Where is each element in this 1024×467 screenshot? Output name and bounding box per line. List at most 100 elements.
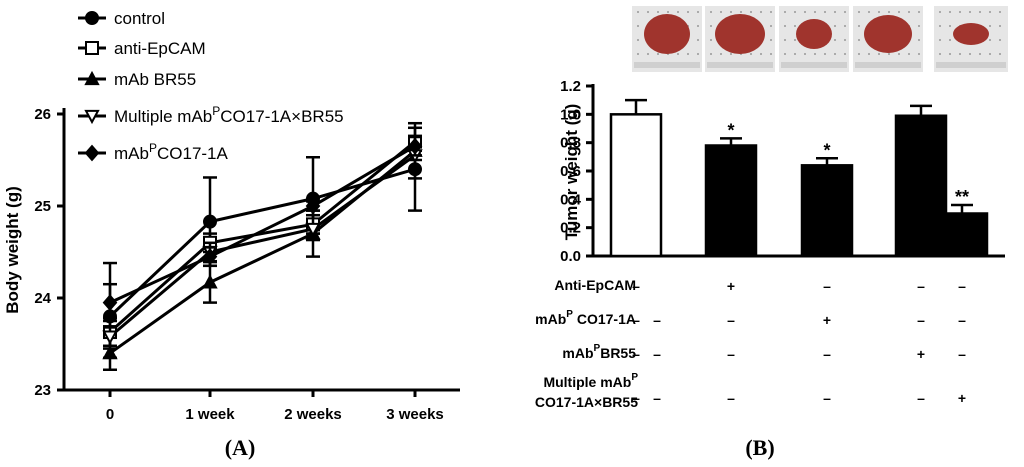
tumor-photo-grid-dot: [844, 11, 846, 13]
panel-a-data-point: [203, 214, 217, 229]
tumor-photo-grid-dot: [908, 11, 910, 13]
tumor-photo-grid-dot: [750, 11, 752, 13]
panel-a-legend-label: mAbPCO17-1A: [114, 141, 229, 163]
tumor-photo-grid-dot: [657, 11, 659, 13]
panel-a-x-tick-label: 3 weeks: [386, 406, 444, 423]
panel-b-condition-mark: +: [917, 346, 925, 362]
panel-b-bar: [704, 144, 758, 258]
panel-b-condition-mark: –: [823, 346, 831, 362]
panel-b-y-tick-label: 1.0: [560, 106, 581, 123]
tumor-photo-grid-dot: [710, 11, 712, 13]
panel-b-letter: B: [753, 435, 768, 460]
panel-a-legend-label: anti-EpCAM: [114, 39, 206, 58]
panel-b-condition-row-0: Anti-EpCAM– + – – –: [554, 277, 966, 294]
panel-b-significance: **: [955, 187, 969, 207]
panel-b-condition-mark: +: [727, 278, 735, 294]
panel-b-condition-mark: –: [958, 278, 966, 294]
tumor-photo-grid-dot: [898, 11, 900, 13]
panel-b-condition-mark: –: [917, 312, 925, 328]
panel-a-line-chart: 23 24 25 26 0 1 week 2 weeks 3 weeks Body weig…: [3, 9, 460, 460]
panel-b-condition-mark: –: [727, 390, 735, 406]
tumor-photo-grid-dot: [834, 39, 836, 41]
tumor-photo-grid-dot: [959, 11, 961, 13]
panel-a-data-point: [305, 197, 321, 215]
tumor-photo-grid-dot: [784, 11, 786, 13]
panel-b-condition-mark: –: [632, 312, 640, 328]
tumor-photo-grid-dot: [637, 39, 639, 41]
panel-b-condition-mark: –: [727, 312, 735, 328]
tumor-photo-grid-dot: [898, 53, 900, 55]
panel-b-condition-mark: +: [823, 312, 831, 328]
panel-b-condition-lead: –: [653, 346, 661, 362]
tumor-photo-grid-dot: [878, 53, 880, 55]
panel-b-condition-row-1: mAbP CO17-1A –– – + – –: [535, 309, 966, 328]
tumor-photo-grid-dot: [918, 53, 920, 55]
tumor-photo-grid-dot: [918, 25, 920, 27]
tumor-photo-grid-dot: [999, 25, 1001, 27]
panel-b-label: (B): [745, 435, 774, 460]
panel-b-condition-mark: –: [632, 390, 640, 406]
tumor-photo-ruler: [634, 62, 700, 68]
tumor-photo-grid-dot: [770, 39, 772, 41]
panel-b-condition-label: Multiple mAbP: [543, 372, 638, 390]
tumor-photo-grid-dot: [794, 11, 796, 13]
tumor-photo-grid-dot: [878, 11, 880, 13]
tumor-photo-grid-dot: [814, 53, 816, 55]
tumor-photo-grid-dot: [760, 11, 762, 13]
tumor-photo-grid-dot: [939, 39, 941, 41]
panel-a-legend-label: Multiple mAbPCO17-1A×BR55: [114, 104, 344, 126]
panel-b-bar: [800, 164, 854, 258]
tumor-photo-grid-dot: [969, 11, 971, 13]
tumor-photo-grid-dot: [637, 53, 639, 55]
panel-a-y-tick-label: 24: [34, 290, 51, 307]
tumor-photo-grid-dot: [647, 11, 649, 13]
tumor-photo-grid-dot: [824, 53, 826, 55]
tumor-photo-grid-dot: [697, 25, 699, 27]
tumor-photo-grid-dot: [939, 25, 941, 27]
tumor-photo-grid-dot: [814, 11, 816, 13]
tumor-photo-grid-dot: [858, 39, 860, 41]
panel-b-condition-mark: –: [958, 346, 966, 362]
panel-a-legend-marker: [84, 144, 100, 162]
panel-b-y-tick-label: 0.8: [560, 135, 581, 152]
tumor-photo-grid-dot: [687, 53, 689, 55]
panel-a-legend-label: mAb BR55: [114, 70, 196, 89]
tumor-photo-grid-dot: [804, 11, 806, 13]
tumor-photo-4: [934, 6, 1008, 72]
panel-b-condition-row-2: mAbPBR55 –– – – + –: [562, 343, 966, 362]
panel-b-condition-mark: –: [823, 278, 831, 294]
tumor-photo-grid-dot: [697, 39, 699, 41]
panel-a-series-line: [109, 154, 416, 338]
panel-b-y-tick-label: 0.4: [560, 191, 582, 208]
panel-b-condition-label-line2: CO17-1A×BR55: [535, 394, 638, 410]
tumor-photo-grid-dot: [647, 53, 649, 55]
tumor-photo-grid-dot: [710, 53, 712, 55]
panel-b-condition-lead: –: [653, 390, 661, 406]
tumor-photo-grid-dot: [949, 11, 951, 13]
panel-a-x-tick-label: 2 weeks: [284, 406, 342, 423]
tumor-photo-0: [632, 6, 702, 72]
panel-b-condition-mark: –: [727, 346, 735, 362]
tumor-photo-grid-dot: [999, 11, 1001, 13]
panel-b-condition-mark: –: [917, 390, 925, 406]
panel-b-bar: [609, 113, 663, 258]
panel-a-series-4: [102, 135, 423, 323]
tumor-photo-grid-dot: [949, 25, 951, 27]
tumor-photo-1: [705, 6, 775, 72]
panel-b-condition-mark: +: [958, 390, 966, 406]
tumor-photo-grid-dot: [999, 53, 1001, 55]
panel-b-y-tick-label: 0.6: [560, 163, 581, 180]
panel-b-y-tick-label: 0.2: [560, 220, 581, 237]
panel-b-y-tick-label: 0.0: [560, 248, 581, 265]
panel-a-legend-marker: [84, 109, 100, 125]
tumor-photo-grid-dot: [939, 53, 941, 55]
tumor-photo-grid-dot: [677, 11, 679, 13]
tumor-photo-grid-dot: [784, 53, 786, 55]
tumor-photo-grid-dot: [844, 39, 846, 41]
tumor-photo-grid-dot: [908, 53, 910, 55]
panel-b-condition-label: mAbP CO17-1A: [535, 309, 636, 327]
tumor-photo-grid-dot: [730, 53, 732, 55]
tumor-photo-grid-dot: [918, 39, 920, 41]
tumor-photo-grid-dot: [834, 25, 836, 27]
tumor-photo-3: [853, 6, 923, 72]
